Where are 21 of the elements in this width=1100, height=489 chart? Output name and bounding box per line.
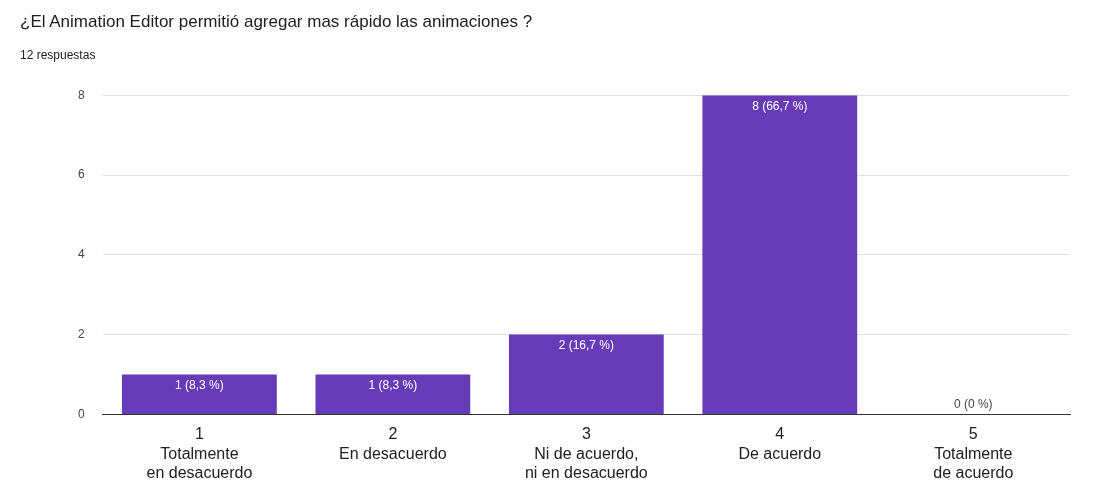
y-tick-label: 4	[77, 247, 85, 262]
data-label: 0 (0 %)	[953, 396, 993, 411]
data-label: 2 (16,7 %)	[558, 337, 615, 352]
bar	[702, 95, 858, 414]
x-tick-label: 3 Ni de acuerdo, ni en desacuerdo	[524, 425, 648, 481]
y-tick-label: 6	[77, 167, 85, 182]
x-tick-label: 1 Totalmente en desacuerdo	[146, 425, 253, 481]
x-tick-label: 2 En desacuerdo	[339, 425, 447, 462]
bar	[315, 374, 471, 414]
chart-subtitle: 12 respuestas	[20, 48, 96, 62]
y-tick-label: 0	[77, 406, 85, 421]
x-tick-label: 5 Totalmente de acuerdo	[933, 425, 1014, 481]
bar	[122, 374, 277, 414]
bar	[508, 334, 664, 414]
y-tick-label: 8	[77, 87, 85, 102]
y-tick-label: 2	[77, 326, 85, 341]
data-label: 1 (8,3 %)	[368, 377, 418, 392]
data-label: 1 (8,3 %)	[175, 377, 224, 392]
data-label: 8 (66,7 %)	[752, 98, 808, 113]
x-tick-label: 4 De acuerdo	[738, 425, 822, 462]
chart-title: ¿El Animation Editor permitió agregar mas rápido las animaciones ?	[20, 12, 533, 32]
